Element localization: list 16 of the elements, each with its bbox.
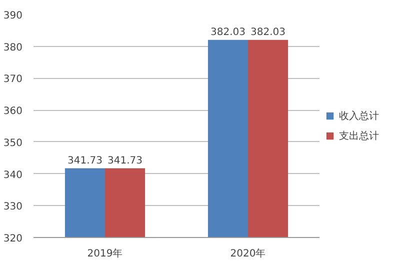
legend-label: 收入总计 — [339, 110, 379, 122]
legend-label: 支出总计 — [339, 130, 379, 142]
data-label: 382.03 — [250, 26, 286, 38]
x-tick-label: 2019年 — [87, 248, 123, 260]
y-tick-label: 350 — [3, 138, 23, 149]
data-label: 341.73 — [67, 155, 102, 166]
y-tick-label: 360 — [3, 106, 23, 118]
data-label: 382.03 — [210, 26, 246, 38]
y-tick-label: 390 — [3, 10, 23, 22]
y-tick-label: 340 — [3, 170, 23, 181]
x-tick-label: 2020年 — [230, 248, 266, 260]
data-label: 341.73 — [108, 155, 143, 166]
y-tick-label: 330 — [3, 202, 23, 213]
y-tick-label: 370 — [3, 74, 23, 86]
y-tick-label: 380 — [3, 42, 23, 54]
y-tick-label: 320 — [3, 234, 23, 244]
